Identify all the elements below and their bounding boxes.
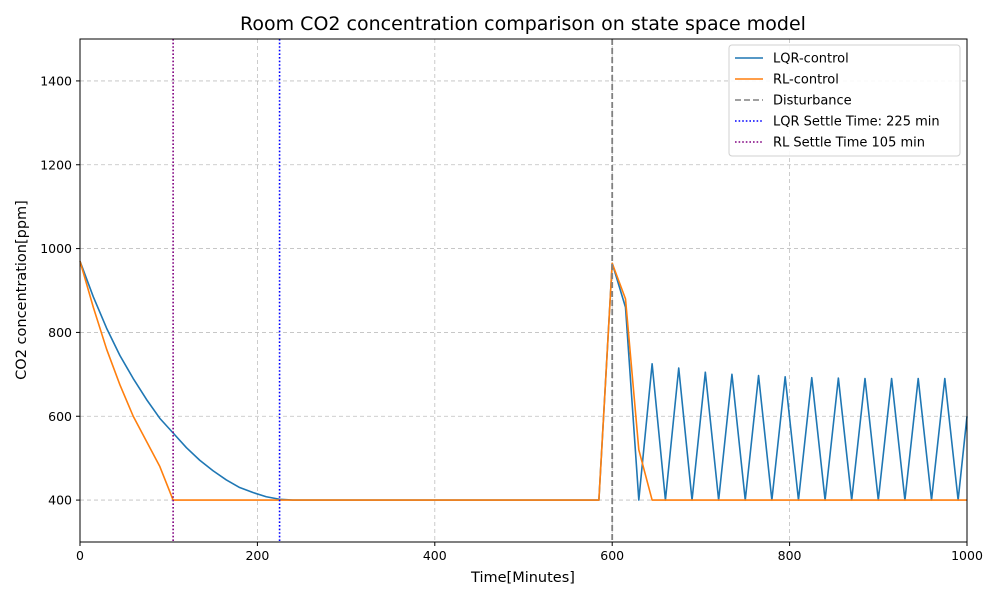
y-tick-label: 600 [48,409,72,424]
x-tick-label: 0 [76,548,84,563]
x-tick-label: 800 [778,548,802,563]
y-tick-label: 400 [48,493,72,508]
lqr-control-line [79,260,968,501]
legend-label: LQR-control [773,52,849,67]
x-tick-label: 1000 [951,548,983,563]
legend-box [728,44,961,157]
rl-control-line [79,260,967,501]
x-tick-label: 400 [423,548,447,563]
legend-label: RL-control [773,73,839,88]
y-tick-label: 800 [48,325,72,340]
x-tick-label: 600 [600,548,624,563]
y-axis-label: CO2 concentration[ppm] [14,200,30,380]
y-tick-label: 1400 [40,73,72,88]
legend-item-lqr-control: LQR-control [735,52,849,67]
legend-label: LQR Settle Time: 225 min [773,115,940,130]
legend-item-rl-control: RL-control [735,73,839,88]
legend-item-rl-settle: RL Settle Time 105 min [735,136,925,151]
chart-title: Room CO2 concentration comparison on sta… [240,13,806,35]
legend: LQR-control RL-control Disturbance LQR Sett… [728,44,961,157]
legend-label: Disturbance [773,94,852,109]
tick-layer: 0 200 400 600 800 1000 400 600 800 1000 1200 1400 [40,73,983,563]
legend-item-lqr-settle: LQR Settle Time: 225 min [735,115,940,130]
x-axis-label: Time[Minutes] [470,570,575,586]
data-layer [79,39,968,542]
y-tick-label: 1200 [40,157,72,172]
y-tick-label: 1000 [40,241,72,256]
plot-frame [79,38,968,543]
x-tick-label: 200 [245,548,269,563]
legend-label: RL Settle Time 105 min [773,136,925,151]
legend-item-disturbance: Disturbance [735,94,852,109]
